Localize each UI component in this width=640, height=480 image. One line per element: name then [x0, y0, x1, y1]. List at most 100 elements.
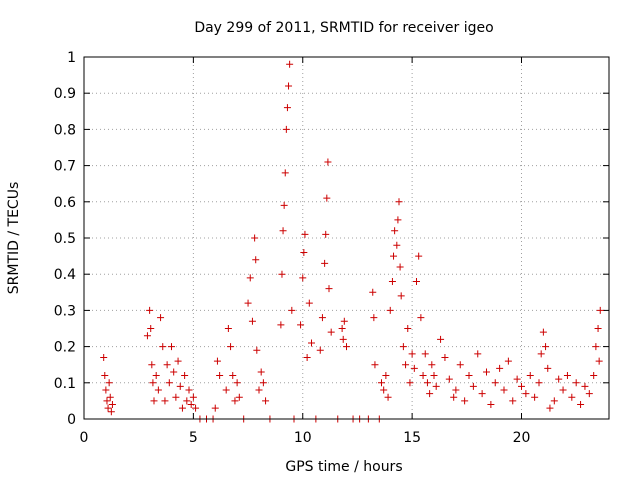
- data-point: [100, 353, 108, 361]
- data-points: [100, 60, 604, 423]
- data-point: [378, 379, 385, 387]
- data-point: [423, 379, 431, 387]
- data-point: [316, 346, 324, 354]
- data-point: [181, 372, 189, 380]
- data-point: [581, 382, 589, 390]
- data-point: [299, 274, 307, 282]
- data-point: [231, 397, 239, 405]
- data-point: [165, 379, 173, 387]
- data-point: [174, 357, 182, 365]
- data-point: [168, 343, 175, 351]
- data-point: [172, 393, 180, 401]
- data-point: [163, 361, 171, 369]
- data-point: [394, 216, 402, 224]
- data-point: [397, 292, 405, 300]
- data-point: [262, 397, 270, 405]
- data-point: [285, 82, 293, 90]
- data-point: [404, 325, 412, 332]
- x-tick-label: 15: [403, 430, 421, 446]
- data-point: [509, 397, 517, 405]
- data-point: [563, 372, 571, 380]
- plot-frame: [83, 56, 610, 420]
- data-point: [244, 299, 252, 307]
- data-point: [595, 357, 603, 365]
- y-tick-label: 0.3: [54, 303, 76, 319]
- data-point: [513, 375, 521, 383]
- data-point: [282, 125, 290, 133]
- data-point: [229, 372, 237, 380]
- y-tick-label: 0.7: [54, 159, 76, 175]
- data-point: [559, 386, 567, 394]
- data-point: [170, 368, 178, 376]
- y-tick-label: 1: [67, 50, 76, 66]
- data-point: [227, 343, 235, 351]
- data-point: [321, 259, 329, 267]
- data-point: [402, 361, 410, 369]
- data-point: [371, 361, 379, 369]
- data-point: [325, 285, 333, 293]
- data-point: [526, 372, 534, 380]
- data-point: [143, 332, 151, 340]
- data-point: [301, 230, 309, 238]
- grid-lines: [84, 57, 609, 419]
- data-point: [382, 372, 390, 380]
- data-point: [430, 372, 438, 380]
- data-point: [500, 386, 508, 394]
- data-point: [106, 393, 114, 401]
- x-tick-label: 20: [513, 430, 531, 446]
- data-point: [324, 158, 332, 166]
- data-point: [233, 379, 241, 387]
- data-point: [303, 353, 311, 361]
- data-point: [248, 317, 256, 325]
- data-point: [108, 401, 116, 409]
- data-point: [456, 361, 464, 369]
- y-tick-label: 0.9: [54, 86, 76, 102]
- data-point: [101, 372, 109, 380]
- data-point: [104, 404, 112, 412]
- data-point: [445, 375, 453, 383]
- data-point: [288, 306, 296, 314]
- data-point: [428, 361, 436, 369]
- data-point: [384, 393, 392, 401]
- x-axis-label: GPS time / hours: [285, 459, 402, 475]
- data-point: [518, 382, 525, 390]
- data-point: [235, 393, 243, 401]
- data-point: [187, 401, 195, 409]
- data-point: [432, 382, 440, 390]
- y-tick-label: 0.2: [54, 340, 76, 356]
- data-point: [322, 230, 330, 238]
- data-point: [469, 382, 477, 390]
- data-point: [413, 277, 420, 285]
- data-point: [380, 386, 388, 394]
- data-point: [279, 227, 287, 235]
- data-point: [504, 357, 512, 365]
- data-point: [393, 241, 401, 249]
- data-point: [185, 386, 193, 394]
- data-point: [550, 397, 558, 405]
- data-point: [300, 248, 308, 256]
- data-point: [318, 314, 326, 322]
- data-point: [395, 198, 403, 206]
- data-point: [323, 194, 331, 202]
- data-point: [103, 397, 111, 405]
- data-point: [386, 306, 394, 314]
- data-point: [555, 375, 563, 383]
- data-point: [154, 386, 162, 394]
- data-point: [253, 346, 261, 354]
- data-point: [474, 350, 482, 358]
- data-point: [224, 325, 232, 332]
- data-point: [531, 393, 539, 401]
- data-point: [585, 390, 593, 398]
- data-point: [590, 372, 598, 380]
- data-point: [283, 104, 291, 112]
- data-point: [596, 306, 604, 314]
- data-point: [592, 343, 600, 351]
- data-point: [157, 314, 165, 322]
- data-point: [147, 325, 155, 332]
- data-point: [419, 372, 427, 380]
- data-point: [568, 393, 576, 401]
- y-tick-label: 0.1: [54, 376, 76, 392]
- y-axis-label: SRMTID / TECUs: [6, 182, 22, 295]
